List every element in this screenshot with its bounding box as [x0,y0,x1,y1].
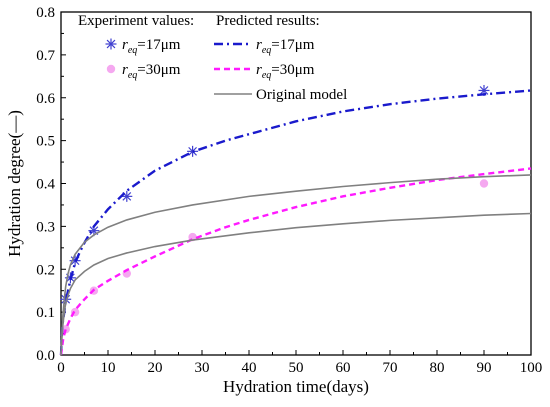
axes: 0 10 20 30 40 50 60 70 80 90 100 0.0 0.1 0.2 0.3 0.4 0.5… [5,5,542,396]
legend-label-pred-17: req=17μm [256,37,315,56]
legend-label-exp-30: req=30μm [122,62,181,81]
legend-sub-exp-30: eq [128,70,137,81]
y-tick-label: 0.5 [36,134,55,150]
x-tick-label: 0 [57,360,65,376]
legend-marker-exp-30 [106,64,116,74]
legend-r-exp-30: r [122,62,128,78]
x-tick-label: 100 [520,360,543,376]
y-tick-label: 0.6 [36,91,55,107]
y-tick-label: 0.1 [36,305,55,321]
legend-marker-exp-17 [105,38,117,50]
x-tick-label: 40 [242,360,257,376]
point-exp_30 [479,179,489,188]
point-exp_30 [61,325,70,334]
x-tick-label: 80 [430,360,445,376]
legend-label-exp-17: req=17μm [122,37,181,56]
legend-sub-pred-30: eq [262,70,271,81]
legend-header-experiment: Experiment values: [78,13,194,29]
legend-rest-pred-17: =17μm [271,37,315,53]
y-tick-label: 0.4 [36,177,55,193]
legend: Experiment values: Predicted results: re… [78,13,347,103]
legend-sub-pred-17: eq [262,45,271,56]
legend-r-exp-17: r [122,37,128,53]
y-tick-label: 0.2 [36,262,55,278]
x-tick-label: 70 [383,360,398,376]
legend-label-original: Original model [256,87,347,103]
x-axis-title: Hydration time(days) [223,377,369,396]
y-tick-label: 0.0 [36,348,55,364]
x-tick-label: 20 [148,360,163,376]
x-tick-label: 90 [477,360,492,376]
legend-r-pred-30: r [256,62,262,78]
series-line-pred_30 [59,167,532,356]
x-tick-label: 60 [336,360,351,376]
legend-rest-exp-30: =30μm [137,62,181,78]
y-tick-label: 0.8 [36,5,55,21]
y-tick-label: 0.3 [36,219,55,235]
series-line-pred_17 [59,89,532,356]
x-tick-label: 50 [289,360,304,376]
point-exp_17 [121,190,133,202]
legend-r-pred-17: r [256,37,262,53]
legend-header-predicted: Predicted results: [216,13,320,29]
y-axis-title: Hydration degree(—) [5,110,24,257]
x-tick-label: 10 [101,360,116,376]
legend-sub-exp-17: eq [128,45,137,56]
series-line-original_lower [60,212,532,356]
legend-rest-exp-17: =17μm [137,37,181,53]
legend-label-pred-30: req=30μm [256,62,315,81]
plot-area [59,84,532,356]
x-tick-label: 30 [195,360,210,376]
series-line-original_upper [60,174,532,356]
legend-rest-pred-30: =30μm [271,62,315,78]
y-tick-label: 0.7 [36,48,55,64]
